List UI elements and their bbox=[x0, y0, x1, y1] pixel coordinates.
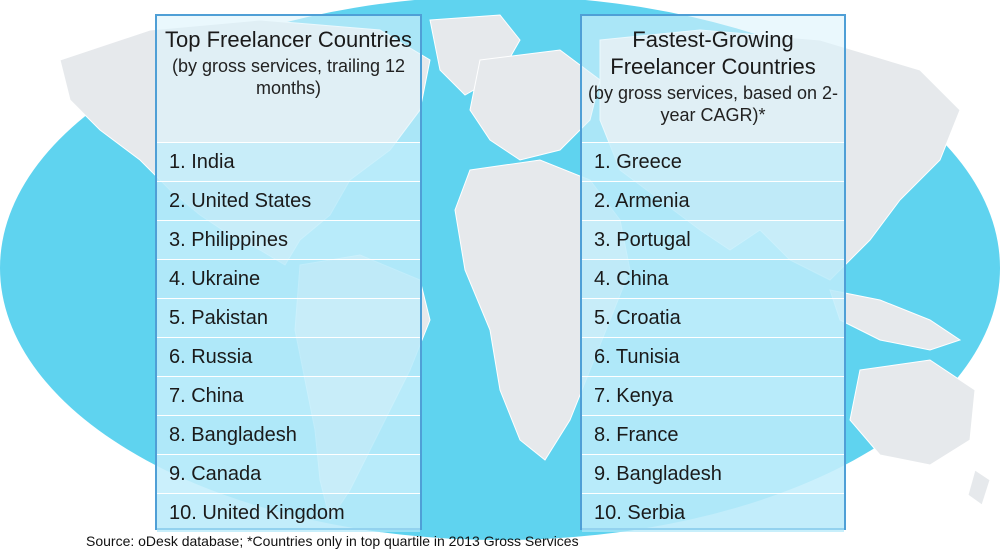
list-item: 4. China bbox=[582, 259, 844, 298]
fastest-growing-list: 1. Greece 2. Armenia 3. Portugal 4. Chin… bbox=[582, 142, 844, 532]
left-panel-header: Top Freelancer Countries (by gross servi… bbox=[157, 16, 420, 142]
list-item: 8. Bangladesh bbox=[157, 415, 420, 454]
list-item: 8. France bbox=[582, 415, 844, 454]
europe-landmass bbox=[469, 49, 601, 161]
list-item: 7. Kenya bbox=[582, 376, 844, 415]
list-item: 2. Armenia bbox=[582, 181, 844, 220]
list-item: 7. China bbox=[157, 376, 420, 415]
list-item: 10. Serbia bbox=[582, 493, 844, 532]
top-countries-list: 1. India 2. United States 3. Philippines… bbox=[157, 142, 420, 532]
top-freelancer-countries-panel: Top Freelancer Countries (by gross servi… bbox=[155, 14, 422, 532]
list-item: 5. Croatia bbox=[582, 298, 844, 337]
list-item: 9. Bangladesh bbox=[582, 454, 844, 493]
southeast-asia-islands bbox=[829, 289, 962, 351]
list-item: 3. Portugal bbox=[582, 220, 844, 259]
list-item: 9. Canada bbox=[157, 454, 420, 493]
left-panel-subtitle: (by gross services, trailing 12 months) bbox=[171, 56, 406, 98]
list-item: 2. United States bbox=[157, 181, 420, 220]
list-item: 1. India bbox=[157, 142, 420, 181]
list-item: 6. Tunisia bbox=[582, 337, 844, 376]
list-item: 1. Greece bbox=[582, 142, 844, 181]
left-panel-title: Top Freelancer Countries bbox=[164, 27, 412, 52]
right-panel-header: Fastest-Growing Freelancer Countries (by… bbox=[582, 16, 844, 142]
new-zealand-landmass bbox=[967, 469, 991, 506]
list-item: 6. Russia bbox=[157, 337, 420, 376]
right-panel-subtitle: (by gross services, based on 2-year CAGR… bbox=[587, 83, 839, 125]
australia-landmass bbox=[849, 359, 976, 466]
right-panel-title: Fastest-Growing Freelancer Countries bbox=[610, 27, 816, 79]
list-item: 3. Philippines bbox=[157, 220, 420, 259]
fastest-growing-countries-panel: Fastest-Growing Freelancer Countries (by… bbox=[580, 14, 846, 532]
source-note: Source: oDesk database; *Countries only … bbox=[86, 533, 579, 549]
list-item: 5. Pakistan bbox=[157, 298, 420, 337]
list-item: 4. Ukraine bbox=[157, 259, 420, 298]
list-item: 10. United Kingdom bbox=[157, 493, 420, 532]
